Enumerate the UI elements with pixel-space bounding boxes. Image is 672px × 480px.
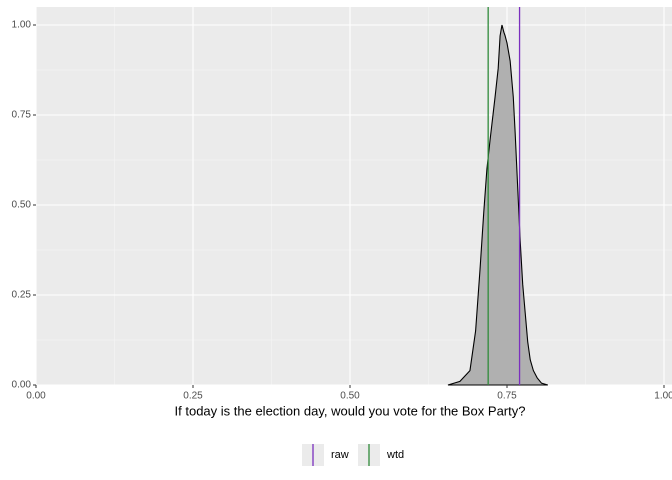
y-tick-label: 0.75 [12, 110, 32, 121]
legend-label: raw [331, 449, 349, 461]
y-tick-label: 0.00 [12, 380, 32, 391]
density-area [447, 24, 548, 386]
x-tick-label: 0.00 [26, 391, 46, 402]
marks [447, 7, 548, 386]
x-tick-label: 0.50 [340, 391, 360, 402]
y-tick-label: 1.00 [12, 20, 32, 31]
x-tick-label: 0.75 [497, 391, 517, 402]
y-tick-label: 0.50 [12, 200, 32, 211]
x-tick-label: 0.25 [183, 391, 203, 402]
x-axis-title: If today is the election day, would you … [175, 403, 526, 418]
y-tick-label: 0.25 [12, 290, 32, 301]
x-tick-label: 1.00 [654, 391, 672, 402]
legend-label: wtd [386, 449, 404, 461]
panel [36, 7, 672, 385]
